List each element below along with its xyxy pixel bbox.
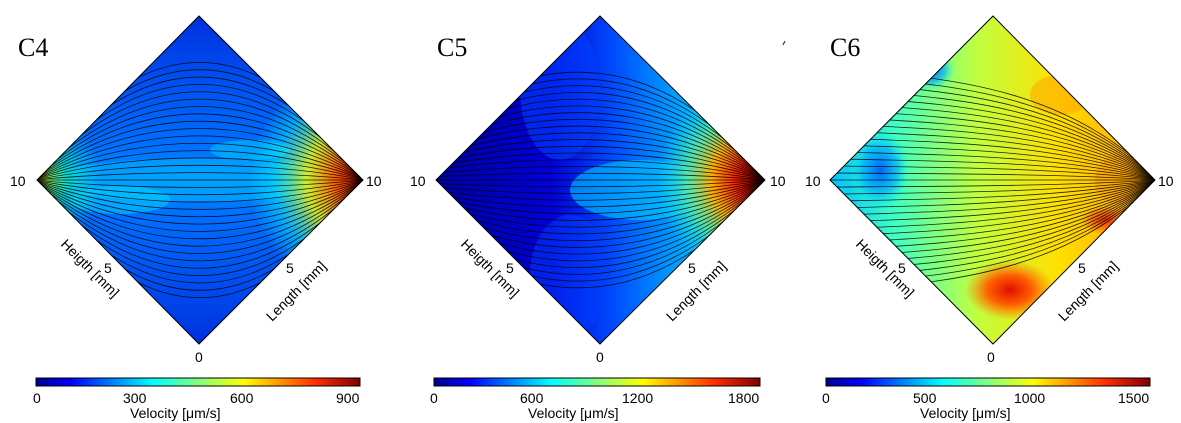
c5-heatmap — [436, 16, 765, 344]
streamline — [436, 152, 765, 180]
streamline — [830, 165, 1155, 180]
streamline — [37, 150, 363, 180]
streamline — [436, 181, 765, 228]
streamline — [37, 128, 363, 179]
streamline — [37, 180, 363, 203]
c6-bottom-corner-tick: 0 — [987, 349, 995, 365]
streamline — [436, 179, 765, 188]
streamline — [436, 132, 765, 179]
c4-colorbar: 0 300 600 900 Velocity [μm/s] — [33, 377, 361, 421]
c4-left-corner-tick: 10 — [10, 173, 26, 189]
streamline — [37, 180, 363, 218]
c5-bottom-corner-tick: 0 — [596, 349, 604, 365]
c5-height-mid-tick: 5 — [506, 260, 514, 276]
streamline — [830, 179, 1155, 188]
c5-frame — [435, 15, 766, 345]
streamline — [37, 180, 363, 210]
c5-cb-tick-3: 1800 — [728, 390, 759, 406]
streamline — [830, 172, 1155, 181]
streamline — [37, 181, 363, 232]
c6-heatmap — [830, 16, 1155, 344]
streamline — [436, 145, 765, 180]
c6-cb-tick-0: 0 — [822, 390, 830, 406]
c6-cb-tick-3: 1500 — [1118, 390, 1149, 406]
streamline — [830, 180, 1155, 209]
streamline — [37, 181, 363, 247]
streamline — [37, 113, 363, 179]
c6-cb-tick-1: 500 — [913, 390, 937, 406]
c6-panel-label: C6 — [830, 33, 860, 62]
streamline — [436, 125, 765, 179]
c4-heatmap — [37, 16, 363, 344]
streamline — [436, 180, 765, 201]
streamline — [37, 142, 363, 180]
streamline — [37, 180, 363, 196]
streamline — [37, 181, 363, 225]
c6-frame — [829, 15, 1156, 345]
streamline — [436, 159, 765, 180]
c6-colorbar: 0 500 1000 1500 Velocity [μm/s] — [822, 377, 1151, 421]
c6-cb-label: Velocity [μm/s] — [920, 405, 1011, 421]
c5-cb-tick-1: 600 — [520, 390, 544, 406]
c4-cb-label: Velocity [μm/s] — [130, 405, 221, 421]
c5-cb-tick-2: 1200 — [622, 390, 653, 406]
streamline — [830, 144, 1155, 180]
c4-cb-tick-0: 0 — [33, 390, 41, 406]
c5-cb-label: Velocity [μm/s] — [528, 405, 619, 421]
streamline — [37, 106, 363, 178]
streamline — [37, 182, 363, 262]
c4-right-corner-tick: 10 — [366, 173, 382, 189]
streamline — [830, 137, 1155, 179]
streamline — [37, 182, 363, 254]
streamline — [37, 135, 363, 179]
streamline — [436, 166, 765, 180]
c4-cb-tick-3: 900 — [336, 390, 360, 406]
c4-length-mid-tick: 5 — [286, 260, 294, 276]
c6-cb-tick-2: 1000 — [1014, 390, 1045, 406]
c5-panel-label: C5 — [437, 33, 467, 62]
panel-c6: C6 10 10 0 Heigth [mm] 5 Length [mm] 5 0… — [805, 15, 1174, 421]
streamline — [37, 181, 363, 240]
streamline — [436, 172, 765, 181]
streamline — [436, 181, 765, 221]
stray-mark — [782, 40, 786, 46]
streamline — [830, 180, 1155, 195]
c5-colorbar: 0 600 1200 1800 Velocity [μm/s] — [430, 377, 761, 421]
c4-bottom-corner-tick: 0 — [195, 349, 203, 365]
streamline — [37, 120, 363, 179]
streamline — [830, 180, 1155, 216]
streamline — [37, 172, 363, 181]
c6-right-corner-tick: 10 — [1158, 173, 1174, 189]
panel-c4: C4 10 10 0 Heigth [mm] 5 Length [mm] 5 0… — [10, 15, 382, 421]
streamline — [830, 180, 1155, 202]
c4-frame — [36, 15, 364, 345]
streamline — [830, 151, 1155, 180]
streamline — [37, 98, 363, 178]
streamline — [436, 139, 765, 179]
streamline — [436, 180, 765, 215]
c6-length-mid-tick: 5 — [1078, 260, 1086, 276]
c5-cb-tick-0: 0 — [430, 390, 438, 406]
streamline — [830, 158, 1155, 180]
c4-panel-label: C4 — [18, 33, 48, 62]
panel-c5: C5 10 10 0 Heigth [mm] 5 Length [mm] 5 0… — [410, 15, 786, 421]
c6-left-corner-tick: 10 — [805, 173, 821, 189]
c4-height-mid-tick: 5 — [104, 260, 112, 276]
c4-cb-tick-1: 300 — [123, 390, 147, 406]
c5-left-corner-tick: 10 — [410, 173, 426, 189]
c5-right-corner-tick: 10 — [770, 173, 786, 189]
c5-length-mid-tick: 5 — [688, 260, 696, 276]
c6-height-mid-tick: 5 — [898, 260, 906, 276]
streamline — [436, 181, 765, 235]
streamline — [830, 181, 1155, 223]
streamline — [436, 180, 765, 194]
c4-cb-tick-2: 600 — [230, 390, 254, 406]
streamline — [37, 164, 363, 180]
streamline — [37, 157, 363, 180]
streamline — [37, 179, 363, 188]
streamline — [436, 180, 765, 208]
